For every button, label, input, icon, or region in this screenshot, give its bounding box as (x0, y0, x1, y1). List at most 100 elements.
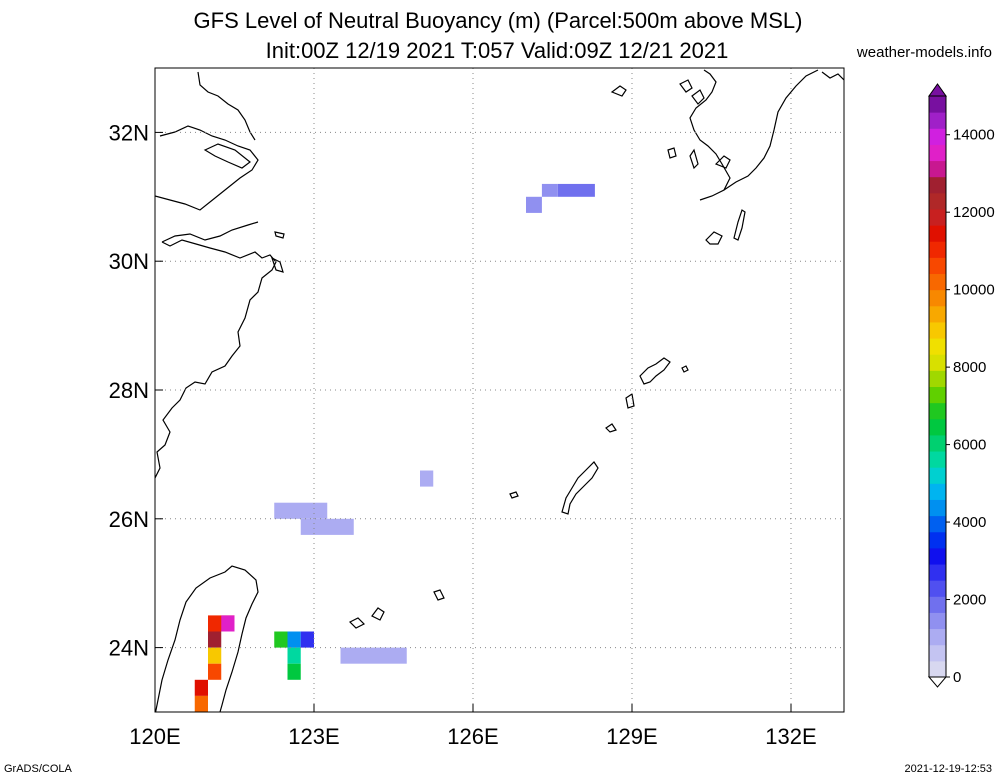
colorbar-label: 8000 (953, 359, 986, 376)
colorbar-swatch (929, 660, 946, 678)
coastline-kyushu (689, 69, 731, 201)
colorbar-min-arrow (927, 676, 948, 688)
colorbar-swatch (929, 370, 946, 387)
colorbar-swatch (929, 96, 946, 113)
map-subtitle: Init:00Z 12/19 2021 T:057 Valid:09Z 12/2… (265, 38, 729, 63)
island-okinoerabu (625, 392, 635, 409)
island-ishigaki-2 (371, 607, 385, 621)
colorbar-label: 0 (953, 669, 961, 686)
colorbar-swatch (929, 386, 946, 404)
colorbar-swatch (929, 257, 946, 275)
colorbar-swatch (929, 644, 946, 662)
colorbar-label: 6000 (953, 437, 986, 454)
lon-tick-label: 123E (288, 724, 339, 749)
lat-tick-label: 32N (109, 120, 149, 145)
coastline-small-2 (274, 231, 285, 239)
lon-tick-label: 120E (129, 724, 180, 749)
island-yakushima (705, 231, 723, 245)
data-cell-11 (208, 663, 222, 680)
colorbar-swatch (929, 354, 946, 371)
colorbar-swatch (929, 564, 946, 581)
colorbar-swatch (929, 160, 946, 178)
coastline-china-inlet (161, 221, 259, 243)
lon-tick-label: 132E (765, 724, 816, 749)
coastline-china (155, 239, 277, 479)
island-kume (509, 491, 519, 499)
island-ishigaki-1 (348, 617, 366, 629)
map-title: GFS Level of Neutral Buoyancy (m) (Parce… (193, 8, 803, 33)
coastline-taiwan (155, 565, 259, 712)
colorbar-swatch (929, 321, 946, 339)
colorbar-label: 14000 (953, 127, 995, 144)
colorbar-swatch (929, 225, 946, 242)
colorbar-swatch (929, 176, 946, 194)
island-koshiki (689, 148, 699, 170)
colorbar-swatch (929, 128, 946, 145)
colorbar-swatch (929, 547, 946, 565)
lon-tick-label: 129E (606, 724, 657, 749)
coastline-chongming (203, 143, 251, 169)
coastline-kyushu-north (610, 85, 627, 97)
site-label: weather-models.info (856, 44, 992, 61)
colorbar-swatch (929, 305, 946, 323)
colorbar-swatch (929, 208, 946, 226)
axes: 120E 123E 126E 129E 132E 24N 26N 28N 30N 32N (109, 120, 817, 749)
coastline-shikoku (821, 71, 844, 81)
data-cell-16 (300, 631, 314, 648)
colorbar-swatch (929, 434, 946, 452)
colorbar-frame (928, 95, 947, 678)
coastline-small-1 (270, 256, 284, 273)
footer-credit: GrADS/COLA (4, 763, 72, 775)
colorbar-label: 2000 (953, 592, 986, 609)
colorbar-swatch (929, 192, 946, 210)
colorbar-swatch (929, 531, 946, 549)
data-cell-18 (287, 663, 301, 680)
colorbar-swatch (929, 144, 946, 162)
island-kikai (681, 365, 689, 373)
colorbar-swatch (929, 273, 946, 291)
lat-tick-label: 28N (109, 378, 149, 403)
data-cell-2 (526, 196, 542, 213)
data-cell-15 (287, 631, 301, 648)
data-cell-6 (340, 647, 407, 664)
coastline-yangtze (155, 125, 259, 211)
colorbar-label: 12000 (953, 204, 995, 221)
data-cell-17 (287, 647, 301, 664)
data-cell-1 (541, 183, 558, 197)
colorbar-swatch (929, 515, 946, 533)
data-cell-9 (221, 615, 235, 632)
data-cell-12 (194, 679, 208, 696)
colorbar-swatch (929, 467, 946, 484)
coastline-kyushu-bay (714, 155, 731, 169)
coastline-islands-n (679, 79, 705, 105)
coastline-north (197, 71, 256, 141)
colorbar-swatch (929, 451, 946, 468)
footer-timestamp: 2021-12-19-12:53 (904, 763, 992, 775)
colorbar-swatch (929, 483, 946, 500)
data-cell-3 (420, 470, 434, 487)
data-cell-4 (274, 502, 328, 519)
data-cell-8 (208, 631, 222, 648)
colorbar-swatch (929, 112, 946, 129)
colorbar-swatch (929, 612, 946, 630)
colorbar-swatch (929, 596, 946, 613)
data-cell-0 (557, 183, 595, 197)
island-tokuno (605, 423, 617, 433)
coastline-kyushu-east (723, 69, 819, 191)
colorbar-label: 10000 (953, 282, 995, 299)
lon-tick-label: 126E (447, 724, 498, 749)
data-cell-14 (274, 631, 288, 648)
colorbar-swatch (929, 338, 946, 355)
colorbar-label: 4000 (953, 514, 986, 531)
colorbar-swatch (929, 580, 946, 597)
colorbar-max-arrow (928, 83, 947, 97)
lat-tick-label: 26N (109, 507, 149, 532)
colorbar-swatch (929, 289, 946, 307)
coastlines (155, 69, 844, 712)
data-cell-13 (194, 695, 208, 712)
data-cell-10 (208, 647, 222, 664)
colorbar: 0 2000 4000 6000 8000 10000 12000 14000 (927, 83, 995, 688)
island-goto (667, 147, 677, 159)
island-amami (639, 357, 671, 385)
